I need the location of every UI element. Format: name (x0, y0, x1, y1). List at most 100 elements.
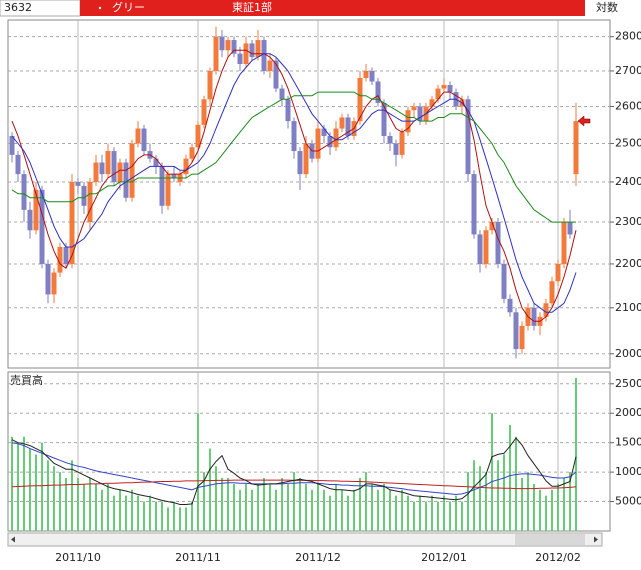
volume-bar (107, 483, 109, 531)
candle-body (471, 174, 477, 235)
volume-bar (47, 460, 49, 531)
volume-bar (575, 377, 577, 531)
volume-bar (203, 472, 205, 531)
volume-bar (191, 501, 193, 531)
y-tick-label: 2400 (615, 175, 641, 188)
volume-bar (401, 489, 403, 531)
volume-bar (245, 483, 247, 531)
volume-bar (335, 483, 337, 531)
candle-body (81, 185, 87, 206)
candle-body (327, 135, 333, 148)
volume-bar (509, 425, 511, 531)
candle-body (39, 189, 45, 264)
candle-body (237, 53, 243, 64)
candle-body (507, 298, 513, 313)
volume-bar (533, 483, 535, 531)
volume-title: 売買高 (10, 373, 43, 387)
y-tick-label: 2800 (615, 30, 641, 43)
x-tick-label: 2011/11 (175, 551, 221, 564)
y-tick-label: 2200 (615, 257, 641, 270)
volume-bar (209, 448, 211, 531)
volume-bar (95, 483, 97, 531)
x-tick-label: 2011/10 (55, 551, 101, 564)
volume-bar (503, 454, 505, 531)
candle-body (417, 106, 423, 122)
candle-body (129, 143, 135, 198)
candle-body (63, 246, 69, 264)
volume-bar (371, 483, 373, 531)
volume-bar (383, 483, 385, 531)
volume-bar (299, 478, 301, 531)
scroll-thumb[interactable] (515, 534, 585, 545)
volume-bar (497, 460, 499, 531)
candle-body (21, 174, 27, 210)
scroll-left[interactable] (11, 536, 15, 543)
volume-bar (305, 483, 307, 531)
volume-bar (113, 495, 115, 531)
volume-bar (149, 495, 151, 531)
candle-body (387, 135, 393, 144)
candle-body (273, 60, 279, 89)
candle-body (297, 151, 303, 175)
y-tick-label: 20000 (615, 406, 641, 419)
candle-body (465, 99, 471, 175)
volume-bar (425, 501, 427, 531)
candle-body (207, 70, 213, 100)
price-marker (577, 115, 591, 127)
y-tick-label: 10000 (615, 465, 641, 478)
candle-body (411, 106, 417, 111)
candle-body (345, 117, 351, 136)
volume-bar (59, 472, 61, 531)
candle-body (333, 128, 339, 148)
volume-bar (185, 507, 187, 531)
volume-bar (35, 454, 37, 531)
candle-body (51, 272, 57, 295)
volume-bar (29, 448, 31, 531)
candle-body (213, 36, 219, 71)
candle-body (33, 189, 39, 231)
volume-bar (323, 489, 325, 531)
candle-body (93, 162, 99, 182)
volume-bar (539, 489, 541, 531)
candle-body (135, 128, 141, 144)
volume-bar (71, 460, 73, 531)
candle-body (99, 162, 105, 175)
y-tick-label: 2000 (615, 347, 641, 360)
volume-bar (281, 478, 283, 531)
candle-body (141, 128, 147, 152)
y-tick-label: 2600 (615, 100, 641, 113)
candle-body (9, 135, 15, 155)
candle-body (555, 263, 561, 282)
candle-body (27, 209, 33, 231)
scrollbar[interactable] (7, 532, 603, 547)
candle-body (489, 222, 495, 231)
volume-bar (215, 466, 217, 531)
x-tick-label: 2012/02 (535, 551, 581, 564)
candle-body (363, 70, 369, 78)
candle-body (243, 43, 249, 64)
candle-body (261, 40, 267, 71)
candle-body (87, 181, 93, 223)
volume-bar (173, 501, 175, 531)
volume-bar (557, 483, 559, 531)
volume-bar (287, 483, 289, 531)
volume-bar (353, 489, 355, 531)
volume-bar (311, 489, 313, 531)
volume-bar (563, 478, 565, 531)
candle-body (201, 99, 207, 125)
scale-mode[interactable]: 対数 (596, 0, 618, 14)
candle-body (255, 40, 261, 58)
candle-body (435, 88, 441, 100)
candle-body (369, 70, 375, 82)
volume-bar (395, 495, 397, 531)
volume-bar (101, 489, 103, 531)
scroll-right[interactable] (594, 536, 598, 543)
y-tick-label: 25000 (615, 377, 641, 390)
volume-bar (407, 495, 409, 531)
volume-bar (521, 478, 523, 531)
candle-body (549, 281, 555, 304)
candle-body (513, 312, 519, 350)
volume-bar (131, 489, 133, 531)
candle-body (291, 121, 297, 152)
